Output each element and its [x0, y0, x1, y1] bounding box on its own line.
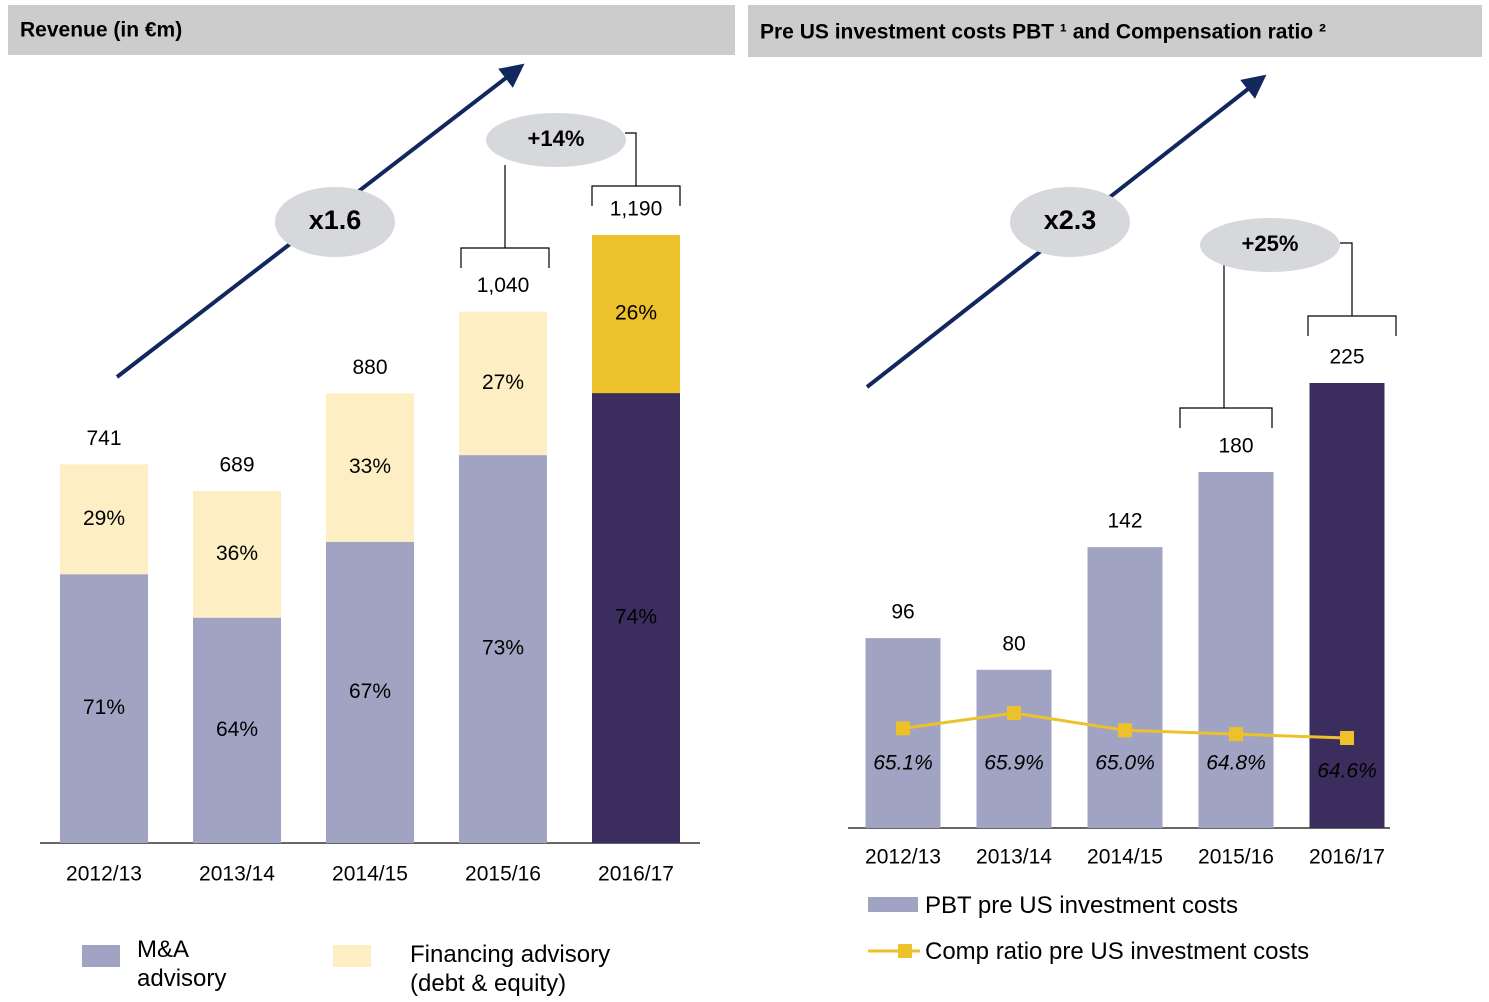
x-tick-label: 2016/17: [1309, 846, 1385, 869]
segment-label: 71%: [83, 696, 125, 719]
chart-title: Pre US investment costs PBT ¹ and Compen…: [760, 21, 1326, 44]
x-tick-label: 2012/13: [865, 846, 941, 869]
x-tick-label: 2014/15: [332, 863, 408, 886]
x-tick-label: 2013/14: [199, 863, 275, 886]
total-label: 741: [86, 427, 121, 450]
value-label: 225: [1329, 346, 1364, 369]
growth-bubble: [275, 187, 395, 257]
segment-label: 64%: [216, 718, 258, 741]
line-marker: [1007, 706, 1021, 720]
legend-swatch: [333, 945, 371, 967]
bar-segment: [193, 617, 281, 843]
change-label: +14%: [528, 126, 585, 151]
line-marker: [1229, 727, 1243, 742]
bar-segment: [459, 455, 547, 843]
segment-label: 33%: [349, 455, 391, 478]
bar-segment: [326, 393, 414, 542]
bar-segment: [60, 464, 148, 575]
change-label: +25%: [1242, 231, 1299, 256]
legend-label: Financing advisory (debt & equity): [410, 941, 611, 997]
bar-segment: [459, 311, 547, 456]
chart-title: Revenue (in €m): [20, 19, 182, 42]
x-tick-label: 2014/15: [1087, 846, 1163, 869]
line-label: 65.0%: [1095, 752, 1155, 775]
brackets: [460, 132, 1397, 428]
line-marker: [1340, 731, 1354, 745]
legend-label: M&A advisory: [137, 936, 227, 992]
growth-label: x1.6: [309, 205, 362, 235]
line-label: 64.8%: [1206, 752, 1266, 775]
legend-label: PBT pre US investment costs: [925, 892, 1239, 919]
bar: [1309, 383, 1385, 828]
legend-label: Comp ratio pre US investment costs: [925, 938, 1310, 965]
x-tick-label: 2015/16: [465, 863, 541, 886]
value-label: 180: [1218, 435, 1253, 458]
x-tick-label: 2016/17: [598, 863, 674, 886]
value-label: 142: [1107, 510, 1142, 533]
bar-segment: [193, 490, 281, 618]
bar-segment: [592, 235, 680, 394]
total-label: 1,040: [477, 274, 530, 297]
header-bar: [8, 5, 735, 55]
x-tick-label: 2013/14: [976, 846, 1052, 869]
line-marker: [1118, 723, 1132, 738]
change-bubble: [486, 113, 626, 167]
segment-label: 27%: [482, 371, 524, 394]
total-label: 689: [219, 454, 254, 477]
line-label: 65.1%: [873, 752, 933, 775]
bar: [976, 669, 1052, 828]
bar-segment: [592, 393, 680, 843]
growth-label: x2.3: [1044, 205, 1097, 235]
line-label: 65.9%: [984, 752, 1044, 775]
line-label: 64.6%: [1317, 760, 1377, 783]
bar: [1087, 547, 1163, 828]
change-bubble: [1200, 218, 1340, 272]
segment-label: 67%: [349, 680, 391, 703]
segment-label: 26%: [615, 302, 657, 325]
value-label: 96: [891, 601, 914, 624]
total-label: 1,190: [610, 198, 663, 221]
legend-marker: [898, 944, 912, 958]
x-tick-label: 2015/16: [1198, 846, 1274, 869]
bar-segment: [326, 541, 414, 843]
segment-label: 74%: [615, 606, 657, 629]
segment-label: 36%: [216, 542, 258, 565]
value-label: 80: [1002, 632, 1025, 655]
segment-label: 29%: [83, 507, 125, 530]
legend-swatch: [82, 945, 120, 967]
x-tick-label: 2012/13: [66, 863, 142, 886]
line-marker: [896, 721, 910, 736]
growth-bubble: [1010, 187, 1130, 257]
bar: [1198, 472, 1274, 828]
total-label: 880: [352, 356, 387, 379]
bar-segment: [60, 574, 148, 843]
header-bar: [748, 5, 1482, 57]
legend-swatch: [868, 897, 918, 912]
segment-label: 73%: [482, 637, 524, 660]
